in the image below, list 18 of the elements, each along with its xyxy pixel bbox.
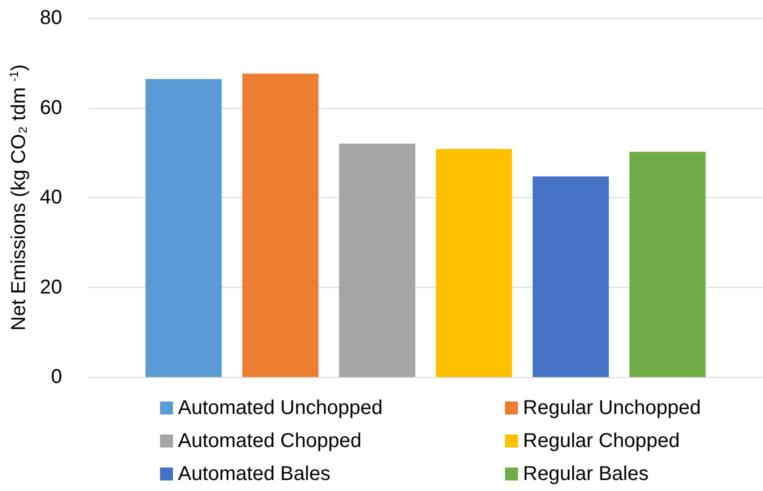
bar <box>146 79 222 377</box>
bar <box>436 149 512 377</box>
legend-label: Automated Unchopped <box>178 397 383 419</box>
legend-label: Regular Chopped <box>523 430 680 452</box>
bar <box>242 74 318 377</box>
y-tick-label: 80 <box>40 7 62 29</box>
bar <box>629 152 706 377</box>
legend-label: Automated Chopped <box>178 430 362 452</box>
y-tick-label: 40 <box>40 186 62 208</box>
bar <box>532 176 609 377</box>
y-tick-label: 0 <box>51 366 62 388</box>
bar <box>339 144 416 377</box>
y-axis-title: Net Emissions (kg CO₂ tdm -1) <box>7 64 30 331</box>
y-tick-label: 20 <box>40 276 62 298</box>
legend-label: Regular Unchopped <box>523 397 701 419</box>
legend-label: Automated Bales <box>178 463 330 485</box>
y-tick-label: 60 <box>40 96 62 119</box>
legend-label: Regular Bales <box>523 463 649 485</box>
